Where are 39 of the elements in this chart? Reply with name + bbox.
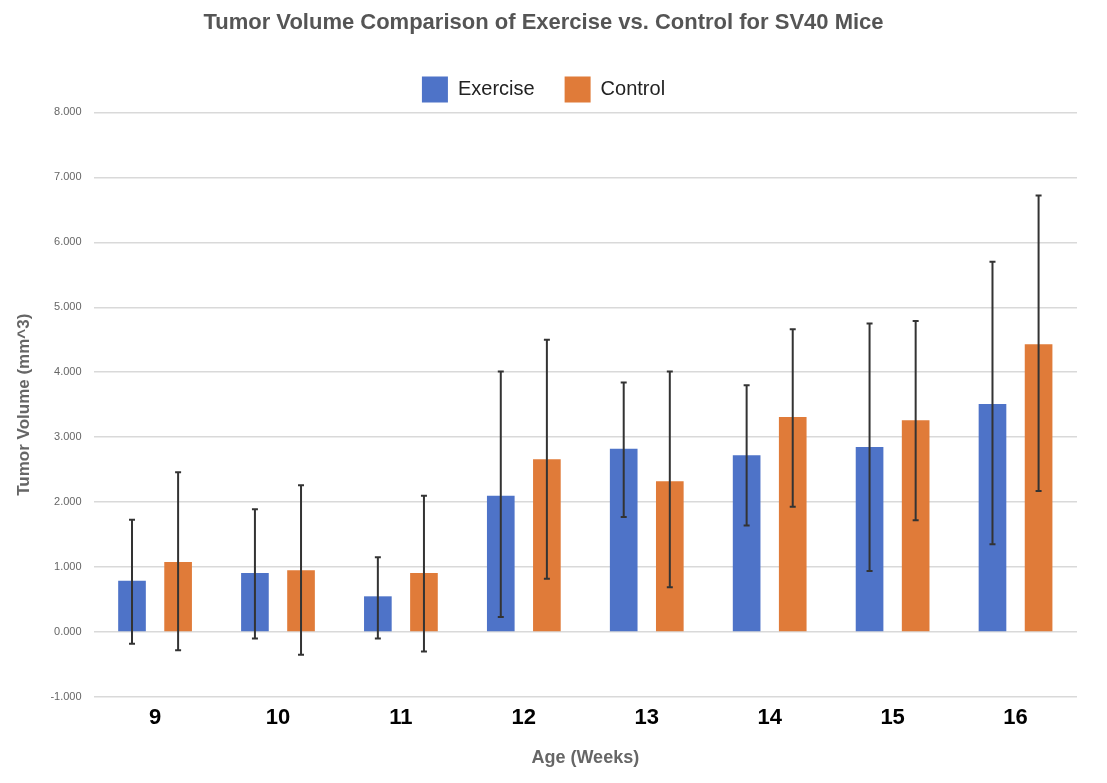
x-tick-label: 16 bbox=[1003, 704, 1028, 730]
legend-label: Exercise bbox=[457, 76, 535, 99]
bar bbox=[1024, 344, 1053, 632]
bar bbox=[164, 561, 192, 632]
legend-label: Control bbox=[600, 76, 666, 99]
bar bbox=[655, 481, 684, 632]
x-tick-label: 9 bbox=[148, 704, 162, 730]
bar bbox=[364, 596, 392, 632]
bar bbox=[118, 580, 146, 632]
x-tick-label: 12 bbox=[511, 704, 537, 730]
bar bbox=[609, 448, 638, 632]
y-tick-label: 2.000 bbox=[54, 495, 82, 508]
bar bbox=[533, 459, 561, 632]
bar bbox=[855, 446, 884, 632]
x-tick-label: 10 bbox=[265, 704, 291, 730]
y-tick-label: 8.000 bbox=[54, 105, 82, 118]
x-axis-title: Age (Weeks) bbox=[531, 747, 640, 768]
bar bbox=[978, 404, 1007, 632]
bar bbox=[778, 417, 807, 632]
x-tick-label: 13 bbox=[634, 704, 659, 730]
y-tick-label: -1.000 bbox=[50, 690, 82, 703]
x-tick-label: 11 bbox=[389, 704, 413, 730]
bar bbox=[410, 572, 438, 632]
y-tick-label: 4.000 bbox=[54, 365, 82, 378]
bar bbox=[287, 570, 315, 632]
y-tick-label: 6.000 bbox=[54, 235, 82, 248]
y-tick-label: 0.000 bbox=[54, 625, 82, 638]
bar bbox=[486, 495, 515, 632]
bar bbox=[901, 420, 930, 632]
y-tick-label: 3.000 bbox=[54, 430, 82, 443]
bar bbox=[732, 455, 761, 632]
y-tick-label: 7.000 bbox=[54, 170, 82, 183]
x-tick-label: 14 bbox=[757, 704, 783, 730]
bar bbox=[241, 572, 269, 632]
chart-title: Tumor Volume Comparison of Exercise vs. Control for SV40 Mice bbox=[203, 9, 884, 35]
x-tick-label: 15 bbox=[880, 704, 905, 730]
y-tick-label: 1.000 bbox=[54, 560, 82, 573]
y-tick-label: 5.000 bbox=[54, 300, 82, 313]
y-axis-title: Tumor Volume (mm^3) bbox=[13, 313, 33, 496]
